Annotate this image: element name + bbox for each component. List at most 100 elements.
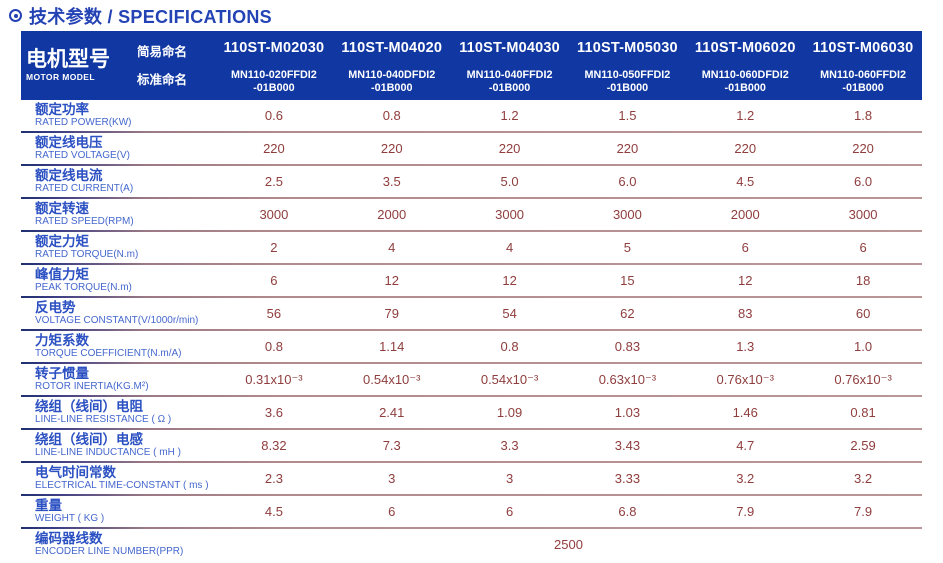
row-label: 转子惯量 ROTOR INERTIA(KG.M²)	[21, 366, 215, 393]
value-cell: 6	[505, 504, 514, 519]
value-cell: 56	[266, 306, 282, 321]
value-cell: 3.5	[382, 174, 401, 189]
row-separator	[21, 428, 922, 430]
value-cell: 1.03	[614, 405, 641, 420]
model-simple-name: 110ST-M04030	[459, 39, 560, 56]
value-cell: 2.3	[264, 471, 283, 486]
row-label-cn: 重量	[35, 497, 62, 513]
model-standard-name: MN110-050FFDI2 -01B000	[584, 69, 671, 94]
row-label-cn: 额定线电流	[35, 167, 103, 183]
row-label-en: ENCODER LINE NUMBER(PPR)	[35, 545, 184, 557]
value-cell: 3.6	[264, 405, 283, 420]
value-cell: 0.54x10⁻³	[363, 371, 421, 387]
row-separator	[21, 263, 922, 265]
row-label: 编码器线数 ENCODER LINE NUMBER(PPR)	[21, 530, 215, 558]
value-cell: 1.8	[854, 108, 873, 123]
value-cell: 3.2	[736, 471, 755, 486]
row-label-en: LINE-LINE RESISTANCE ( Ω )	[35, 413, 172, 425]
value-cell: 6	[859, 240, 867, 255]
value-cell: 4	[505, 240, 514, 255]
value-cell: 54	[502, 306, 517, 321]
value-cell: 1.2	[736, 108, 755, 123]
row-separator	[21, 527, 922, 529]
value-cell: 3.43	[614, 438, 641, 453]
value-cell: 6	[741, 240, 749, 255]
value-cell: 7.9	[854, 504, 873, 519]
table-body: 额定功率 RATED POWER(KW) 0.6 0.8 1.2 1.5 1.2 1.8 …	[21, 100, 922, 560]
row-label-en: RATED SPEED(RPM)	[35, 215, 134, 227]
value-cell: 0.8	[264, 339, 283, 354]
naming-labels-cell: 简易命名 标准命名	[137, 31, 215, 100]
row-label-en: WEIGHT ( KG )	[35, 512, 105, 524]
model-simple-name: 110ST-M02030	[223, 39, 325, 56]
value-cell: 0.63x10⁻³	[598, 371, 657, 387]
row-separator	[21, 197, 922, 199]
row-separator	[21, 461, 922, 463]
value-cell: 3000	[259, 207, 289, 222]
row-label: 反电势 VOLTAGE CONSTANT(V/1000r/min)	[21, 299, 215, 327]
model-simple-name: 110ST-M04020	[341, 39, 443, 56]
table-header: 电机型号 MOTOR MODEL 简易命名 标准命名 110ST-M02030 …	[21, 31, 922, 100]
model-column-header: 110ST-M06020 MN110-060DFDI2 -01B000	[686, 31, 804, 100]
model-standard-name: MN110-040DFDI2 -01B000	[348, 69, 436, 94]
model-simple-name: 110ST-M06020	[694, 39, 796, 56]
row-label: 力矩系数 TORQUE COEFFICIENT(N.m/A)	[21, 333, 215, 360]
row-label-cn: 额定力矩	[35, 233, 89, 249]
table-row: 转子惯量 ROTOR INERTIA(KG.M²) 0.31x10⁻³ 0.54x…	[21, 364, 922, 395]
row-label: 额定力矩 RATED TORQUE(N.m)	[21, 233, 215, 261]
row-label: 绕组（线间）电感 LINE-LINE INDUCTANCE ( mH )	[21, 431, 215, 459]
row-separator	[21, 131, 922, 133]
value-cell: 2	[270, 240, 278, 255]
value-cell: 12	[738, 273, 753, 288]
table-row: 电气时间常数 ELECTRICAL TIME-CONSTANT ( ms ) 2…	[21, 463, 922, 494]
row-separator	[21, 230, 922, 232]
row-separator	[21, 395, 922, 397]
row-label-cn: 绕组（线间）电感	[35, 431, 143, 447]
motor-model-label-en: MOTOR MODEL	[26, 72, 95, 83]
value-cell: 1.0	[854, 339, 873, 354]
table-row: 额定转速 RATED SPEED(RPM) 3000 2000 3000 3000 20…	[21, 199, 922, 230]
value-cell: 1.14	[379, 339, 405, 354]
row-label-cn: 额定功率	[35, 101, 89, 117]
row-label-cn: 峰值力矩	[35, 266, 89, 282]
row-label: 额定线电压 RATED VOLTAGE(V)	[21, 135, 215, 162]
value-cell: 1.2	[500, 108, 519, 123]
value-cell: 0.83	[614, 339, 641, 354]
value-cell: 3000	[612, 207, 642, 222]
value-cell: 0.76x10⁻³	[834, 371, 892, 387]
value-cell: 1.46	[732, 405, 758, 420]
value-cell: 1.5	[618, 108, 637, 123]
value-cell: 0.6	[264, 108, 283, 123]
value-cell: 60	[855, 306, 871, 321]
table-row: 重量 WEIGHT ( KG ) 4.5 6 6 6.8 7.9 7.9	[21, 496, 922, 527]
model-column-header: 110ST-M04030 MN110-040FFDI2 -01B000	[451, 31, 569, 100]
value-cell: 4	[388, 240, 396, 255]
model-standard-name: MN110-040FFDI2 -01B000	[466, 69, 553, 94]
value-cell: 220	[616, 141, 639, 156]
value-cell: 83	[738, 306, 753, 321]
specifications-table: 电机型号 MOTOR MODEL 简易命名 标准命名 110ST-M02030 …	[21, 31, 922, 560]
row-label-en: ELECTRICAL TIME-CONSTANT ( ms )	[35, 479, 209, 491]
value-cell: 0.54x10⁻³	[480, 371, 539, 387]
value-cell: 8.32	[261, 438, 287, 453]
value-cell: 7.9	[736, 504, 755, 519]
value-cell: 15	[620, 273, 635, 288]
row-label-en: RATED CURRENT(A)	[35, 182, 134, 194]
model-simple-name: 110ST-M05030	[577, 39, 678, 56]
table-row: 绕组（线间）电阻 LINE-LINE RESISTANCE ( Ω ) 3.6 2…	[21, 397, 922, 428]
row-label-en: VOLTAGE CONSTANT(V/1000r/min)	[35, 314, 199, 326]
value-cell: 220	[380, 141, 403, 156]
model-column-header: 110ST-M02030 MN110-020FFDI2 -01B000	[215, 31, 333, 100]
row-label-cn: 编码器线数	[35, 530, 103, 546]
value-cell: 4.5	[264, 504, 283, 519]
value-cell: 1.3	[736, 339, 755, 354]
value-cell: 3	[388, 471, 396, 486]
value-cell: 1.09	[496, 405, 523, 420]
row-separator	[21, 494, 922, 496]
model-standard-name: MN110-060FFDI2 -01B000	[820, 69, 906, 94]
row-label-en: LINE-LINE INDUCTANCE ( mH )	[35, 446, 181, 458]
value-cell: 62	[620, 306, 635, 321]
row-label-cn: 反电势	[35, 299, 76, 315]
table-row: 额定线电流 RATED CURRENT(A) 2.5 3.5 5.0 6.0 4.5 6.…	[21, 166, 922, 197]
